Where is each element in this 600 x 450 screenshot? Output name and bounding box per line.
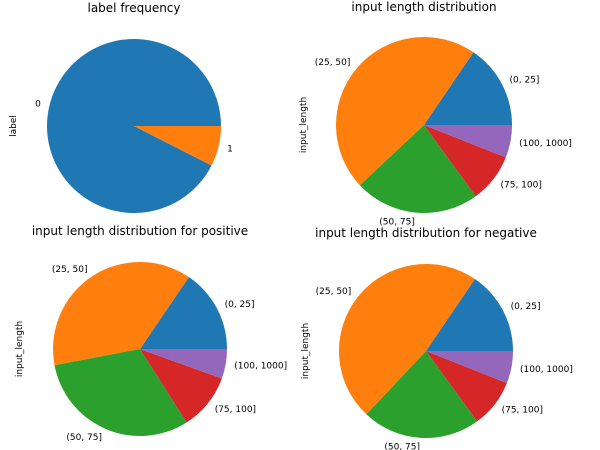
pie-slice-1 bbox=[134, 126, 221, 166]
slice-label: 0 bbox=[35, 100, 41, 110]
slice-label: (100, 1000] bbox=[519, 139, 572, 149]
slice-label: (100, 1000] bbox=[520, 365, 573, 375]
slice-label: (25, 50] bbox=[315, 58, 351, 68]
slice-label: (50, 75] bbox=[379, 217, 415, 227]
pie-slice-(25, 50] bbox=[338, 263, 475, 415]
pie-slice-(0, 25] bbox=[140, 277, 227, 349]
y-axis-label: label bbox=[9, 115, 19, 137]
pie-slice-(75, 100] bbox=[140, 349, 222, 423]
pie-slice-(100, 1000] bbox=[140, 349, 227, 379]
pie-slice-(100, 1000] bbox=[426, 351, 513, 384]
slice-label: 1 bbox=[227, 144, 233, 154]
chart-title: input length distribution for positive bbox=[32, 224, 248, 238]
chart-title: label frequency bbox=[87, 1, 180, 15]
pie-chart-3: input length distribution for positive in… bbox=[15, 224, 287, 443]
slice-label: (75, 100] bbox=[215, 405, 256, 415]
pie-slice-(25, 50] bbox=[52, 261, 189, 366]
pie-slice-(100, 1000] bbox=[424, 125, 512, 158]
slice-label: (0, 25] bbox=[511, 302, 541, 312]
y-axis-label: input_length bbox=[301, 323, 311, 379]
slice-label: (25, 50] bbox=[316, 287, 352, 297]
slice-label: (0, 25] bbox=[510, 76, 540, 86]
slice-label: (0, 25] bbox=[225, 300, 255, 310]
slice-label: (25, 50] bbox=[52, 265, 88, 275]
pie-slice-(75, 100] bbox=[426, 351, 507, 422]
pie-slice-(25, 50] bbox=[336, 37, 474, 186]
pie-slice-(0, 25] bbox=[426, 279, 513, 351]
pie-slice-(50, 75] bbox=[359, 125, 476, 214]
pie-slice-(50, 75] bbox=[54, 349, 187, 437]
pie-chart-1: label frequency label 0 1 bbox=[9, 1, 233, 214]
slice-label: (100, 1000] bbox=[234, 362, 287, 372]
slice-label: (75, 100] bbox=[501, 180, 542, 190]
pie-slice-(0, 25] bbox=[424, 52, 512, 125]
slice-label: (75, 100] bbox=[502, 406, 543, 416]
pie-slice-(75, 100] bbox=[424, 125, 506, 197]
chart-title: input length distribution for negative bbox=[315, 226, 537, 240]
pie-chart-2: input length distribution input_length (0,… bbox=[299, 0, 572, 227]
y-axis-label: input_length bbox=[15, 321, 25, 377]
chart-title: input length distribution bbox=[351, 0, 496, 14]
pie-slice-(50, 75] bbox=[366, 351, 478, 439]
y-axis-label: input_length bbox=[299, 97, 309, 153]
slice-label: (50, 75] bbox=[384, 443, 420, 450]
pie-slice-0 bbox=[46, 39, 221, 214]
pie-chart-4: input length distribution for negative in… bbox=[301, 226, 573, 450]
slice-label: (50, 75] bbox=[66, 433, 102, 443]
